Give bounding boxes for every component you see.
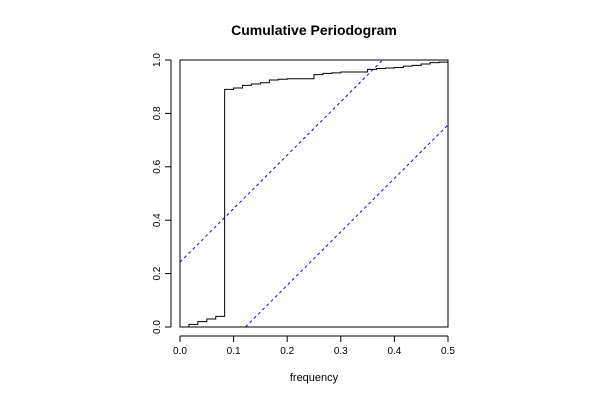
x-tick-label: 0.4: [387, 346, 401, 357]
x-tick-label: 0.5: [441, 346, 455, 357]
cumulative-periodogram-line: [180, 60, 449, 328]
x-axis-label: frequency: [290, 372, 339, 384]
y-axis: 0.0 0.2 0.4 0.6 0.8 1.0: [152, 53, 172, 334]
y-tick-label: 1.0: [152, 53, 163, 67]
chart-title: Cumulative Periodogram: [231, 22, 397, 38]
y-tick-label: 0.6: [152, 159, 163, 173]
y-tick-label: 0.0: [152, 320, 163, 334]
x-axis: 0.0 0.1 0.2 0.3 0.4 0.5: [173, 335, 455, 357]
plot-area: [179, 59, 449, 328]
x-tick-label: 0.1: [227, 346, 241, 357]
y-tick-label: 0.2: [152, 266, 163, 280]
y-tick-label: 0.4: [152, 213, 163, 227]
confidence-band-line-1: [179, 59, 383, 263]
x-tick-label: 0.0: [173, 346, 187, 357]
x-tick-label: 0.3: [334, 346, 348, 357]
x-tick-label: 0.2: [280, 346, 294, 357]
y-tick-label: 0.8: [152, 106, 163, 120]
plot-frame: [179, 59, 449, 328]
confidence-band-line-2: [245, 124, 449, 328]
